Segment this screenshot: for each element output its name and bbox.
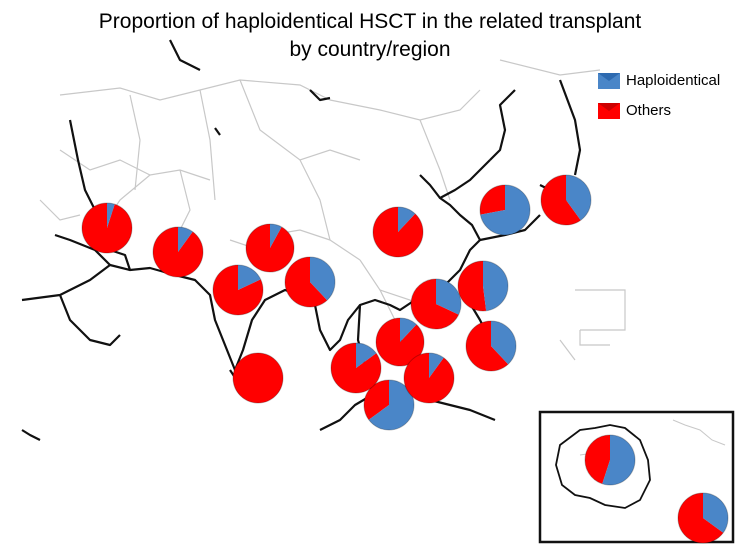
pie-chart-14 [330,342,382,394]
pie-rim [465,320,517,372]
pie-chart-6 [372,206,424,258]
pie-slice-haploidentical [398,207,416,232]
title-line-1: Proportion of haploidentical HSCT in the… [98,10,642,33]
pie-chart-4 [212,264,264,316]
pie-chart-9 [540,174,592,226]
pie-rim [330,342,382,394]
legend-others-swatch [598,102,620,119]
chart-title: Proportion of haploidentical HSCT in the… [0,8,740,64]
pie-chart-12 [465,320,517,372]
pie-slice-others [285,257,328,307]
pie-chart-8 [479,184,531,236]
pie-chart-1 [81,202,133,254]
pie-rim [479,184,531,236]
pie-slice-haploidentical [483,261,508,311]
pie-chart-10 [457,260,509,312]
pie-slice-others [233,353,283,403]
pie-chart-18 [677,492,729,544]
pie-chart-17 [584,434,636,486]
pie-chart-16 [403,352,455,404]
pie-rim [245,223,295,273]
pie-chart-15 [375,317,425,367]
pie-chart-5 [284,256,336,308]
pie-slice-haploidentical [368,380,415,431]
pie-slice-haploidentical [107,203,115,228]
pie-rim [232,352,284,404]
pie-slice-others [363,380,389,420]
pie-slice-others [541,175,581,226]
pie-chart-2 [152,226,204,278]
pie-slice-haploidentical [310,257,335,301]
pie-slice-haploidentical [602,434,636,485]
legend-haploidentical: Haploidentical [598,72,720,89]
pie-chart-13 [363,379,415,431]
pie-slice-haploidentical [480,185,530,235]
pies-inset [584,434,729,544]
pie-rim [212,264,264,316]
pie-slice-others [410,279,459,329]
pie-slice-others [677,493,724,543]
legend-haplo-label: Haploidentical [626,72,721,89]
pie-rim [284,256,336,308]
pie-slice-haploidentical [356,343,377,368]
pie-rim [403,352,455,404]
pie-slice-haploidentical [400,318,417,342]
legend-haplo-swatch [598,72,620,89]
pie-slice-haploidentical [703,493,728,533]
pie-slice-others [457,261,487,311]
pie-rim [152,226,204,278]
pie-rim [363,379,415,431]
pie-slice-others [585,435,610,484]
pie-slice-others [213,265,263,315]
title-line-2: by country/region [289,38,451,61]
region-lines [559,289,626,361]
pie-slice-haploidentical [429,353,444,378]
pie-rim [410,278,462,330]
legend-others: Others [598,102,671,119]
pie-slice-haploidentical [270,224,282,248]
pie-slice-others [153,227,203,278]
pie-slice-others [465,321,509,372]
pie-rim [372,206,424,258]
pie-rim [375,317,425,367]
pie-chart-11 [410,278,462,330]
legend-others-label: Others [626,102,672,119]
pie-rim [457,260,509,312]
pie-rim [584,434,636,486]
pie-slice-haploidentical [238,265,261,290]
pie-chart-7 [232,352,284,404]
pie-slice-haploidentical [436,279,462,315]
pie-slice-haploidentical [491,321,516,365]
pie-slice-haploidentical [178,227,193,252]
pie-slice-others [480,185,505,215]
pies-main [81,174,592,431]
pie-rim [540,174,592,226]
pie-rim [677,492,729,544]
pie-chart-3 [245,223,295,273]
pie-rim [81,202,133,254]
pie-slice-haploidentical [566,175,591,221]
